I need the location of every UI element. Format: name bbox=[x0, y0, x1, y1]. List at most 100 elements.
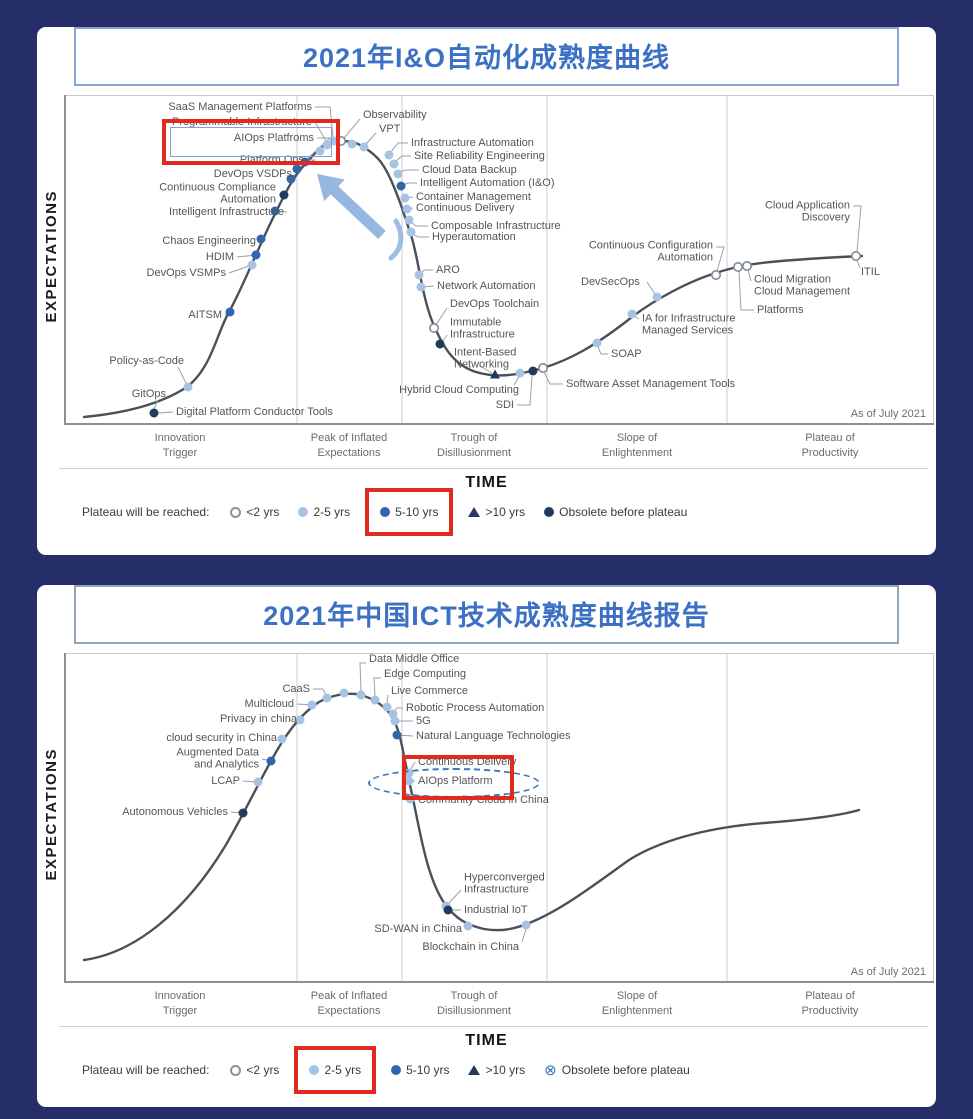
tech-label: Network Automation bbox=[437, 279, 536, 292]
page-background: { "colors": { "page_background": "#262e6… bbox=[0, 27, 973, 1119]
time-axis-label: TIME bbox=[465, 474, 508, 491]
tech-label: SaaS Management Platforms bbox=[168, 100, 312, 113]
phase-label: Slope of Enlightenment bbox=[601, 432, 673, 459]
tech-label: Platforms bbox=[757, 303, 804, 316]
label-outline-box bbox=[170, 127, 332, 157]
tech-label: Hybrid Cloud Computing bbox=[399, 383, 519, 396]
tech-label: ARO bbox=[436, 263, 460, 276]
tech-label: DevOps VSDPs bbox=[213, 167, 292, 180]
tech-label: Cloud Application Discovery bbox=[764, 199, 850, 224]
phase-label: Peak of Inflated Expectations bbox=[310, 990, 388, 1017]
legend-item-label: Obsolete before plateau bbox=[559, 505, 688, 519]
tech-label: DevOps Toolchain bbox=[450, 297, 540, 310]
chart-title: 2021年I&O自动化成熟度曲线 bbox=[302, 43, 671, 73]
tech-label: Intelligent Infrastructure bbox=[169, 205, 284, 218]
tech-label: Container Management bbox=[416, 190, 531, 203]
tech-label: Continuous Configuration Automation bbox=[588, 239, 713, 264]
callout-arrow-icon bbox=[317, 174, 386, 239]
phase-label: Trough of Disillusionment bbox=[437, 432, 511, 459]
legend-marker-triangle-icon bbox=[468, 507, 481, 517]
legend-marker-medium-icon bbox=[391, 1065, 402, 1075]
legend-marker-medium-icon bbox=[380, 507, 391, 517]
legend-marker-navy-icon bbox=[544, 507, 555, 517]
legend-item-label: 5-10 yrs bbox=[406, 1063, 450, 1077]
tech-label: SD-WAN in China bbox=[374, 922, 462, 935]
legend-item: 5-10 yrs bbox=[391, 1063, 449, 1077]
section-divider bbox=[59, 468, 928, 469]
legend-item-label: <2 yrs bbox=[246, 1063, 280, 1077]
tech-label: Cloud Migration Cloud Management bbox=[754, 273, 851, 298]
tech-label: AIOps Platfroms bbox=[233, 131, 314, 144]
tech-label: Robotic Process Automation bbox=[406, 701, 545, 714]
tech-label: Intelligent Automation (I&O) bbox=[420, 176, 555, 189]
tech-label: LCAP bbox=[211, 774, 240, 787]
expectations-axis-label: EXPECTATIONS bbox=[43, 190, 60, 323]
tech-label: DevOps VSMPs bbox=[146, 266, 226, 279]
tech-label: DevSecOps bbox=[581, 275, 640, 288]
expectations-axis-label: EXPECTATIONS bbox=[43, 748, 60, 881]
phase-label: Plateau of Productivity bbox=[801, 990, 859, 1017]
legend-item: <2 yrs bbox=[230, 1063, 279, 1077]
tech-label: HDIM bbox=[205, 250, 234, 263]
as-of-label: As of July 2021 bbox=[850, 408, 926, 420]
hype-curve-svg bbox=[64, 653, 934, 983]
legend-item-label: 2-5 yrs bbox=[313, 505, 351, 519]
phase-label: Plateau of Productivity bbox=[801, 432, 859, 459]
phase-label: Trough of Disillusionment bbox=[437, 990, 511, 1017]
tech-label: Augmented Data and Analytics bbox=[176, 746, 259, 771]
tech-label: Blockchain in China bbox=[422, 940, 519, 953]
legend-item: Obsolete before plateau bbox=[544, 505, 687, 519]
legend-item-label: 2-5 yrs bbox=[324, 1063, 362, 1077]
tech-label: Privacy in china bbox=[219, 712, 297, 725]
tech-label: Industrial IoT bbox=[464, 903, 528, 916]
tech-label: Infrastructure Automation bbox=[411, 136, 534, 149]
phase-labels-row: Innovation Trigger Peak of Inflated Expec… bbox=[64, 429, 934, 465]
legend-marker-light-icon bbox=[298, 507, 309, 517]
title-box: 2021年I&O自动化成熟度曲线 bbox=[74, 27, 899, 86]
time-axis-label: TIME bbox=[465, 1032, 508, 1049]
tech-label: VPT bbox=[379, 122, 401, 135]
phase-labels-row: Innovation Trigger Peak of Inflated Expec… bbox=[64, 987, 934, 1023]
legend-marker-light-icon bbox=[309, 1065, 320, 1075]
legend-item-highlighted: 2-5 yrs bbox=[294, 1046, 377, 1094]
tech-label: IA for Infrastructure Managed Services bbox=[642, 312, 736, 337]
tech-label: Hyperconverged Infrastructure bbox=[464, 871, 545, 896]
tech-label: Digital Platform Conductor Tools bbox=[176, 405, 333, 418]
tech-label: Edge Computing bbox=[384, 667, 466, 680]
tech-label: Immutable Infrastructure bbox=[450, 316, 515, 341]
highlight-red-box bbox=[402, 755, 514, 800]
legend-marker-open-icon bbox=[230, 1064, 242, 1076]
hype-cycle-card-io-automation: 2021年I&O自动化成熟度曲线 EXPECTATIONS As of July… bbox=[37, 27, 936, 555]
tech-label: Software Asset Management Tools bbox=[566, 377, 736, 390]
phase-label: Innovation Trigger bbox=[154, 990, 206, 1017]
tech-label: AITSM bbox=[188, 308, 222, 321]
phase-label: Slope of Enlightenment bbox=[601, 990, 673, 1017]
legend-item-label: <2 yrs bbox=[246, 505, 280, 519]
plot-area: As of July 2021 CaaS Multicloud Privacy in… bbox=[64, 653, 934, 983]
highlight-red-box bbox=[162, 119, 340, 165]
tech-label: Cloud Data Backup bbox=[422, 163, 517, 176]
tech-label: Site Reliability Engineering bbox=[414, 149, 545, 162]
legend-marker-x-icon: ⊗ bbox=[544, 1061, 557, 1079]
tech-label: GitOps bbox=[131, 387, 166, 400]
tech-label: Continuous Compliance Automation bbox=[159, 181, 276, 206]
hype-cycle-card-china-ict: 2021年中国ICT技术成熟度曲线报告 EXPECTATIONS As of J… bbox=[37, 585, 936, 1107]
legend-marker-open-icon bbox=[230, 506, 242, 518]
tech-label: 5G bbox=[416, 714, 431, 727]
legend: Plateau will be reached: <2 yrs 2-5 yrs 5-1… bbox=[82, 488, 936, 536]
tech-label: SDI bbox=[495, 398, 514, 411]
tech-label: CaaS bbox=[282, 682, 310, 695]
section-divider bbox=[59, 1026, 928, 1027]
legend-item-highlighted: 5-10 yrs bbox=[365, 488, 454, 536]
tech-label: Hyperautomation bbox=[432, 230, 516, 243]
hype-curve-svg bbox=[64, 95, 934, 425]
legend-item-label: >10 yrs bbox=[485, 1063, 526, 1077]
legend-item: ⊗ Obsolete before plateau bbox=[544, 1061, 690, 1079]
title-box: 2021年中国ICT技术成熟度曲线报告 bbox=[74, 585, 899, 644]
tech-label: Natural Language Technologies bbox=[416, 729, 571, 742]
legend-item-label: >10 yrs bbox=[485, 505, 526, 519]
legend-item: >10 yrs bbox=[468, 1063, 525, 1077]
as-of-label: As of July 2021 bbox=[850, 966, 926, 978]
tech-label: Autonomous Vehicles bbox=[122, 805, 228, 818]
legend-prefix: Plateau will be reached: bbox=[82, 505, 210, 519]
